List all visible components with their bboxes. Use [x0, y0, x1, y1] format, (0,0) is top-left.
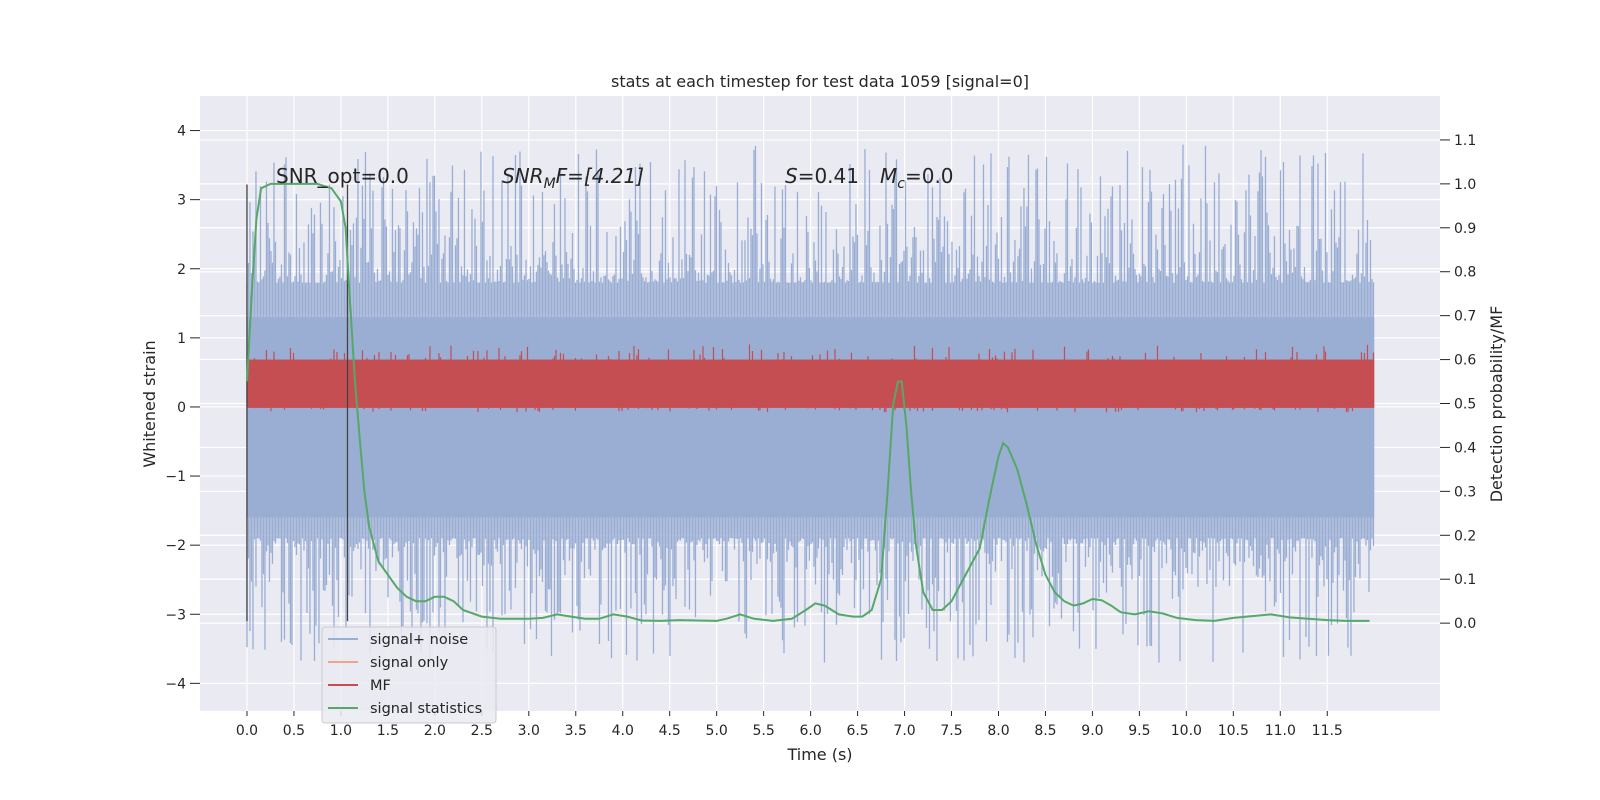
signal-noise-series [246, 144, 1375, 663]
x-tick-label: 0.5 [283, 723, 305, 739]
x-tick-label: 5.0 [706, 723, 728, 739]
x-tick-label: 11.5 [1312, 723, 1343, 739]
right-y-tick-label: 0.2 [1454, 528, 1476, 544]
signal-statistics-line [246, 182, 1370, 622]
left-y-tick-label: 0 [177, 400, 186, 416]
x-tick-label: 10.0 [1171, 723, 1202, 739]
right-y-tick-label: 0.7 [1454, 309, 1476, 325]
x-tick-label: 5.5 [753, 723, 775, 739]
left-y-tick-label: 4 [177, 124, 186, 140]
x-tick-label: 9.0 [1081, 723, 1103, 739]
snr-mf-annotation: SNRMF=[4.21] [502, 164, 644, 192]
snr-opt-annotation: SNR_opt=0.0 [276, 164, 409, 188]
chart-title: stats at each timestep for test data 105… [611, 72, 1029, 91]
x-tick-label: 2.0 [424, 723, 446, 739]
x-tick-label: 3.5 [565, 723, 587, 739]
x-tick-label: 7.0 [893, 723, 915, 739]
left-y-tick-label: −3 [165, 607, 186, 623]
mc-annotation: Mc=0.0 [880, 164, 954, 192]
right-y-axis-label: Detection probability/MF [1487, 306, 1506, 503]
mf-series [246, 344, 1375, 413]
left-y-tick-label: 1 [177, 331, 186, 347]
mc-value: =0.0 [905, 164, 954, 188]
x-axis-label: Time (s) [786, 745, 852, 764]
x-tick-label: 9.5 [1128, 723, 1150, 739]
left-y-axis-label: Whitened strain [140, 340, 159, 467]
right-y-tick-label: 0.5 [1454, 397, 1476, 413]
s-value: =0.41 [798, 164, 859, 188]
left-y-tick-label: −2 [165, 538, 186, 554]
snr-mf-symbol: SNR [502, 164, 544, 188]
legend-label-signal-only: signal only [370, 655, 449, 671]
right-y-tick-label: 0.0 [1454, 616, 1476, 632]
legend-box [321, 626, 497, 724]
mc-symbol: M [880, 164, 897, 188]
x-tick-label: 8.5 [1034, 723, 1056, 739]
legend-label-mf: MF [370, 678, 391, 694]
left-y-tick-label: −4 [165, 676, 186, 692]
x-tick-label: 11.0 [1265, 723, 1296, 739]
right-y-tick-label: 0.1 [1454, 572, 1476, 588]
right-y-tick-label: 1.0 [1454, 177, 1476, 193]
right-y-tick-label: 0.4 [1454, 440, 1476, 456]
x-tick-label: 8.0 [987, 723, 1009, 739]
left-y-tick-label: 3 [177, 193, 186, 209]
signal-statistics-series [246, 182, 1370, 622]
x-tick-label: 1.5 [377, 723, 399, 739]
x-tick-label: 7.5 [940, 723, 962, 739]
s-symbol: S [785, 164, 798, 188]
right-y-axis-ticks: 0.0 0.1 0.2 0.3 0.4 0.5 0.6 0.7 0.8 0.9 1.0 1.1 [1440, 133, 1476, 632]
mc-subscript: c [897, 176, 905, 192]
x-tick-label: 4.0 [612, 723, 634, 739]
x-tick-label: 2.5 [471, 723, 493, 739]
right-y-tick-label: 0.3 [1454, 484, 1476, 500]
x-tick-label: 3.0 [518, 723, 540, 739]
right-y-tick-label: 1.1 [1454, 133, 1476, 149]
x-axis-ticks: 0.0 0.5 1.0 1.5 2.0 2.5 3.0 3.5 4.0 4.5 5.0 5.5 6.0 6… [236, 711, 1343, 739]
right-y-tick-label: 0.9 [1454, 221, 1476, 237]
x-tick-label: 6.0 [799, 723, 821, 739]
x-tick-label: 4.5 [659, 723, 681, 739]
left-y-tick-label: −1 [165, 469, 186, 485]
left-y-axis-ticks: −4 −3 −2 −1 0 1 2 3 4 [165, 124, 200, 692]
legend: signal+ noise signal only MF signal stat… [321, 626, 497, 724]
right-y-tick-label: 0.8 [1454, 265, 1476, 281]
right-y-tick-label: 0.6 [1454, 353, 1476, 369]
legend-label-signal-statistics: signal statistics [370, 701, 482, 717]
x-tick-label: 0.0 [236, 723, 258, 739]
x-tick-label: 1.0 [330, 723, 352, 739]
legend-label-signal-noise: signal+ noise [370, 632, 468, 648]
snr-mf-value: F=[4.21] [556, 164, 644, 188]
x-tick-label: 6.5 [846, 723, 868, 739]
x-tick-label: 10.5 [1218, 723, 1249, 739]
s-stat-annotation: S=0.41 [785, 164, 859, 188]
left-y-tick-label: 2 [177, 262, 186, 278]
snr-mf-subscript: M [544, 176, 556, 192]
